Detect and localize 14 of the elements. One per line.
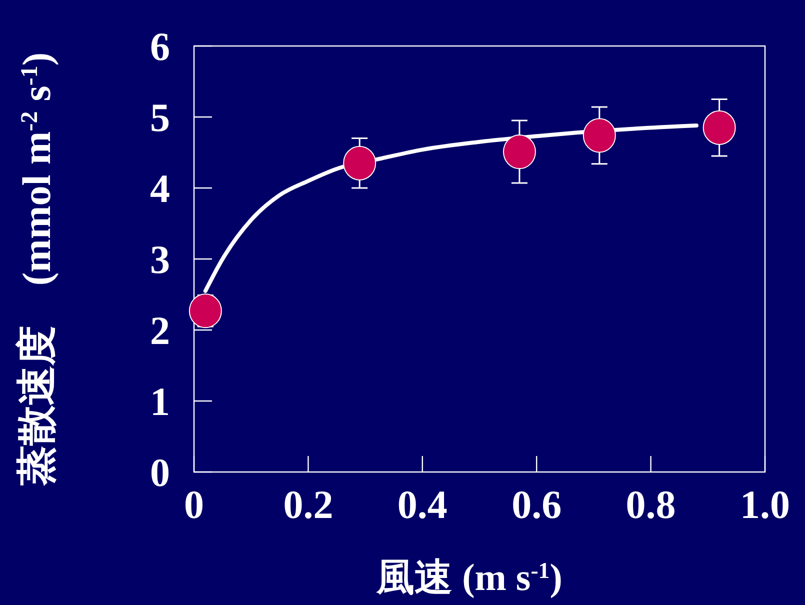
y-tick-label: 2 (150, 308, 170, 353)
x-tick-label: 0.8 (626, 482, 676, 527)
x-tick-label: 0.2 (283, 482, 334, 527)
x-tick-label: 0.6 (512, 482, 562, 527)
y-tick-label: 6 (150, 24, 170, 69)
y-tick-label: 1 (150, 379, 170, 424)
x-tick-label: 0 (184, 482, 204, 527)
x-axis-title: 風速 (m s$^{-1}$) (376, 557, 562, 599)
y-tick-label: 5 (150, 95, 170, 140)
y-tick-label: 3 (150, 237, 170, 282)
x-tick-label: 0.4 (397, 482, 448, 527)
y-tick-label: 0 (150, 450, 170, 495)
x-tick-label: 1.0 (740, 482, 790, 527)
y-tick-label: 4 (150, 166, 170, 211)
